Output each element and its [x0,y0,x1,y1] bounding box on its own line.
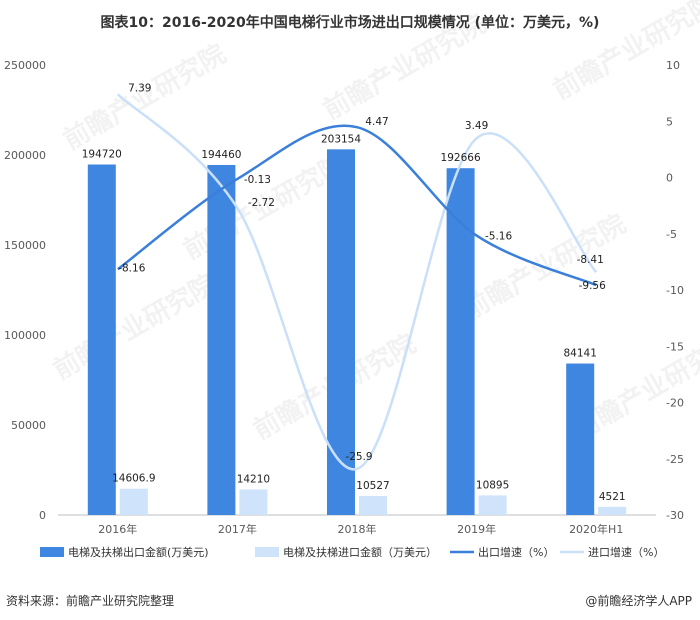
left-axis-tick-label: 250000 [4,59,46,72]
x-axis-tick-label: 2018年 [338,522,377,536]
x-axis-tick-label: 2016年 [98,522,137,536]
import-bar [239,489,268,515]
right-axis-tick-label: -30 [666,509,684,522]
lines [116,93,598,471]
import-bar-label: 10895 [476,479,509,491]
import-bar [478,495,507,515]
brand-note: @前瞻经济学人APP [585,594,692,608]
import-growth-label: -2.72 [248,197,275,209]
axes: 0 50000 100000 150000 200000 250000 -30 -25 -20 -… [4,59,684,536]
left-axis-tick-label: 150000 [4,239,46,252]
import-bar [119,488,148,515]
legend-import-amount-label: 电梯及扶梯进口金额（万美元） [283,545,437,559]
right-axis-tick-label: -10 [666,284,684,297]
right-axis-tick-label: -5 [666,228,677,241]
legend-import-growth-label: 进口增速（%） [588,545,664,559]
export-bar-label: 192666 [441,152,481,164]
export-growth-line [117,124,597,287]
import-growth-label: 3.49 [465,120,488,132]
export-bar [327,149,355,515]
right-axis-tick-label: 10 [666,59,680,72]
export-bar [87,164,116,515]
bars [87,149,627,516]
import-growth-label: 7.39 [128,82,151,94]
export-growth-label: -9.56 [579,280,606,292]
x-axis-tick-label: 2017年 [218,522,257,536]
legend-import-amount-swatch [255,547,279,557]
export-bar-label: 84141 [563,348,596,360]
import-bar-label: 14210 [237,473,270,485]
import-bar-label: 10527 [356,480,389,492]
watermark-text: 前瞻产业研究院 [48,268,221,386]
export-bar [207,164,236,516]
import-bar [359,496,387,515]
right-axis-tick-label: -25 [666,453,684,466]
import-growth-line [116,93,598,471]
legend: 电梯及扶梯出口金额(万美元) 电梯及扶梯进口金额（万美元） 出口增速（%） 进口增速（… [40,545,664,559]
left-axis-tick-label: 0 [39,509,46,522]
data-labels: 194720 194460 203154 192666 84141 14606.9 1421… [82,82,626,502]
right-axis-tick-label: 5 [666,115,673,128]
export-bar-label: 194720 [82,149,122,161]
left-axis-tick-label: 50000 [11,419,46,432]
watermark-text: 前瞻产业研究院 [318,8,491,126]
x-axis-tick-label: 2019年 [457,522,496,536]
export-bar-label: 203154 [321,133,361,145]
right-axis-tick-label: -20 [666,397,684,410]
chart-title: 图表10：2016-2020年中国电梯行业市场进出口规模情况 (单位：万美元，%… [100,15,600,31]
watermark-layer: 前瞻产业研究院前瞻产业研究院前瞻产业研究院前瞻产业研究院前瞻产业研究院前瞻产业研… [48,0,700,446]
export-bar [566,363,595,515]
import-bar-label: 4521 [599,491,626,503]
right-axis-tick-label: 0 [666,172,673,185]
legend-export-amount-label: 电梯及扶梯出口金额(万美元) [68,545,209,559]
export-growth-label: -5.16 [485,231,512,243]
right-axis-tick-label: -15 [666,340,684,353]
import-growth-label: -8.41 [577,254,604,266]
import-bar [598,506,627,515]
watermark-text: 前瞻产业研究院 [548,0,700,106]
import-bar-label: 14606.9 [112,473,155,485]
export-growth-label: 4.47 [365,116,388,128]
export-growth-label: -8.16 [118,262,145,274]
export-growth-label: -0.13 [244,174,271,186]
left-axis-tick-label: 200000 [4,149,46,162]
export-bar-label: 194460 [201,149,241,161]
left-axis-tick-label: 100000 [4,329,46,342]
export-bar [446,168,475,515]
legend-export-growth-label: 出口增速（%） [478,545,554,559]
x-axis-tick-label: 2020年H1 [569,522,623,536]
legend-export-amount-swatch [40,547,64,557]
source-note: 资料来源：前瞻产业研究院整理 [6,594,175,608]
watermark-text: 前瞻产业研究院 [58,38,231,156]
import-growth-label: -25.9 [345,451,372,463]
